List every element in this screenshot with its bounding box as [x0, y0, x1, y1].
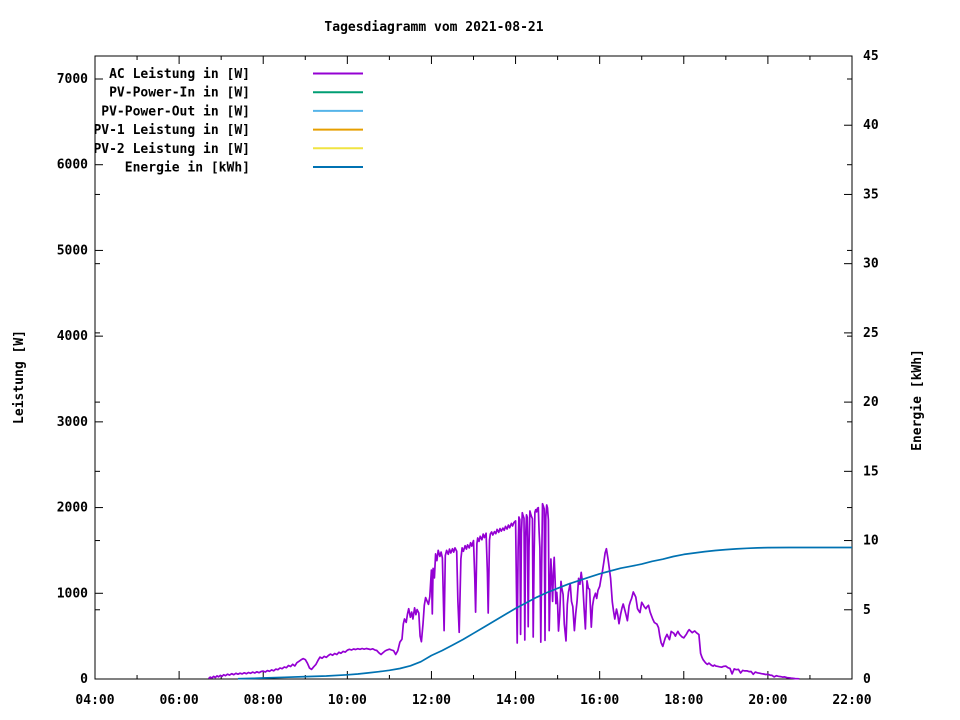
y-left-tick-label: 3000: [57, 415, 88, 430]
y-right-tick-label: 20: [863, 395, 879, 410]
series-energie-in-kwh-: [237, 546, 852, 680]
x-tick-label: 10:00: [328, 693, 367, 708]
x-tick-label: 14:00: [496, 693, 535, 708]
x-tick-label: 08:00: [244, 693, 283, 708]
legend-label: PV-1 Leistung in [W]: [93, 123, 250, 138]
series-ac-leistung-in-w-: [208, 502, 800, 680]
y-right-tick-label: 45: [863, 49, 879, 64]
y-right-axis-title: Energie [kWh]: [910, 349, 925, 451]
y-left-tick-label: 7000: [57, 72, 88, 87]
y-right-tick-label: 10: [863, 534, 879, 549]
legend-label: PV-Power-Out in [W]: [101, 104, 250, 119]
y-left-tick-label: 1000: [57, 586, 88, 601]
y-right-tick-label: 35: [863, 187, 879, 202]
y-right-tick-label: 40: [863, 118, 879, 133]
y-left-tick-label: 4000: [57, 329, 88, 344]
x-tick-label: 18:00: [664, 693, 703, 708]
legend-label: PV-2 Leistung in [W]: [93, 142, 250, 157]
y-left-tick-label: 2000: [57, 501, 88, 516]
y-left-axis-title: Leistung [W]: [12, 330, 27, 424]
y-left-tick-label: 0: [80, 672, 88, 687]
y-right-tick-label: 25: [863, 326, 879, 341]
x-tick-label: 06:00: [160, 693, 199, 708]
y-left-tick-label: 5000: [57, 243, 88, 258]
legend-label: Energie in [kWh]: [125, 161, 250, 176]
y-right-tick-label: 5: [863, 603, 871, 618]
y-right-tick-label: 30: [863, 257, 879, 272]
x-tick-label: 12:00: [412, 693, 451, 708]
x-tick-label: 16:00: [580, 693, 619, 708]
legend-label: AC Leistung in [W]: [109, 67, 250, 82]
x-tick-label: 04:00: [75, 693, 114, 708]
legend-label: PV-Power-In in [W]: [109, 86, 250, 101]
x-tick-label: 22:00: [832, 693, 871, 708]
y-left-tick-label: 6000: [57, 158, 88, 173]
chart-title: Tagesdiagramm vom 2021-08-21: [324, 20, 543, 35]
y-right-tick-label: 15: [863, 464, 879, 479]
plot-area: 04:00 06:00 08:00 10:00 12:00 14:00 16:00 18:00…: [57, 49, 879, 708]
x-tick-label: 20:00: [748, 693, 787, 708]
y-right-tick-label: 0: [863, 672, 871, 687]
